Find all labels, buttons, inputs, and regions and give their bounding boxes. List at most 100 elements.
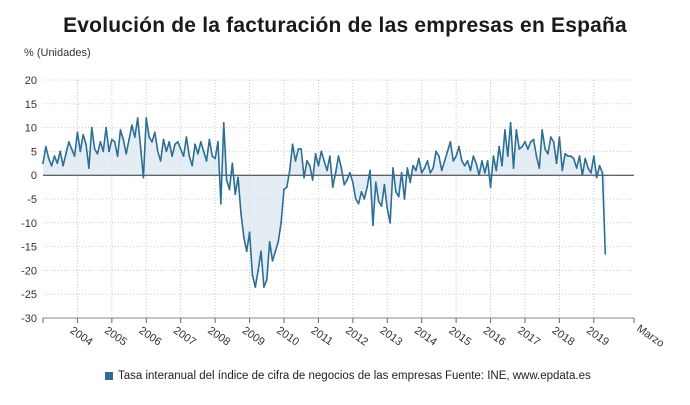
data-point [509,121,512,124]
data-point [498,145,501,148]
data-point [231,162,234,165]
data-point [397,195,400,198]
x-tick-label: 2019 [584,325,611,349]
x-tick-label: 2015 [446,325,473,349]
data-point [592,155,595,158]
data-point [133,136,136,139]
data-point [392,167,394,169]
data-point [552,140,555,143]
data-point [544,148,546,150]
legend-swatch-icon [105,372,113,380]
data-point [191,164,194,167]
data-point [363,198,366,200]
data-point [263,286,265,288]
data-point [208,138,211,141]
y-tick-label: -15 [21,242,37,254]
x-tick-label: 2012 [343,325,370,349]
x-tick-label: 2008 [205,325,232,349]
data-point [168,140,171,143]
data-point [558,136,561,139]
data-point [572,157,575,160]
data-point [601,171,604,174]
data-point [314,152,317,155]
data-point [372,224,374,227]
data-point [349,171,351,174]
data-point [110,138,113,141]
data-point [538,167,541,169]
data-point [323,160,326,162]
data-point [529,140,532,143]
data-point [79,150,82,153]
y-tick-label: 5 [31,146,37,158]
data-point [248,231,251,234]
data-point [179,148,182,150]
data-point [409,181,412,184]
data-point [406,167,409,169]
y-tick-label: -5 [27,194,37,206]
data-point [171,155,174,158]
data-point [501,164,503,167]
data-point [386,207,389,210]
x-tick-label: 2010 [274,325,301,349]
data-point [360,190,363,193]
data-point [481,160,483,162]
series-area [43,118,606,288]
data-point [598,164,601,167]
x-tick-label: 2007 [171,325,198,349]
data-point [512,167,515,169]
data-point [581,174,584,177]
data-point [555,162,558,165]
data-point [426,160,429,162]
data-point [219,202,222,205]
source-text: Fuente: INE, www.epdata.es [445,370,591,382]
data-point [237,176,239,179]
data-point [547,152,549,155]
data-point [567,155,569,158]
data-point [119,129,122,131]
data-point [50,164,53,167]
data-point [165,150,168,153]
data-point [194,143,196,146]
data-point [535,155,538,158]
data-point [569,155,572,158]
data-point [331,186,334,189]
data-point [96,152,99,155]
y-tick-label: -25 [21,289,37,301]
data-point [56,162,59,165]
data-point [334,171,337,174]
data-point [199,140,202,143]
data-point [403,198,406,200]
data-point [294,160,297,162]
data-point [311,179,314,181]
data-point [518,148,521,150]
data-point [88,167,90,169]
y-tick-label: 20 [25,75,37,87]
data-point [185,136,188,139]
data-point [320,150,323,153]
x-tick-label: Marzo [634,323,666,350]
data-point [412,164,414,167]
data-point [380,205,383,208]
data-point [99,140,102,143]
data-point [156,150,159,153]
data-point [526,148,529,150]
data-point [176,140,179,143]
y-tick-label: -20 [21,265,37,277]
data-point [240,212,242,215]
data-point [469,169,472,172]
data-point [463,164,466,167]
data-point [59,150,62,153]
data-point [291,143,294,146]
data-point [417,157,420,160]
data-point [228,188,231,191]
data-point [357,202,360,205]
data-point [400,171,403,174]
data-point [62,164,64,167]
data-point [460,160,463,162]
y-tick-label: 15 [25,99,37,111]
x-tick-label: 2004 [68,325,95,349]
data-point [475,162,478,165]
legend: Tasa interanual del índice de cifra de n… [105,370,442,382]
data-point [67,140,70,143]
data-point [131,124,133,127]
